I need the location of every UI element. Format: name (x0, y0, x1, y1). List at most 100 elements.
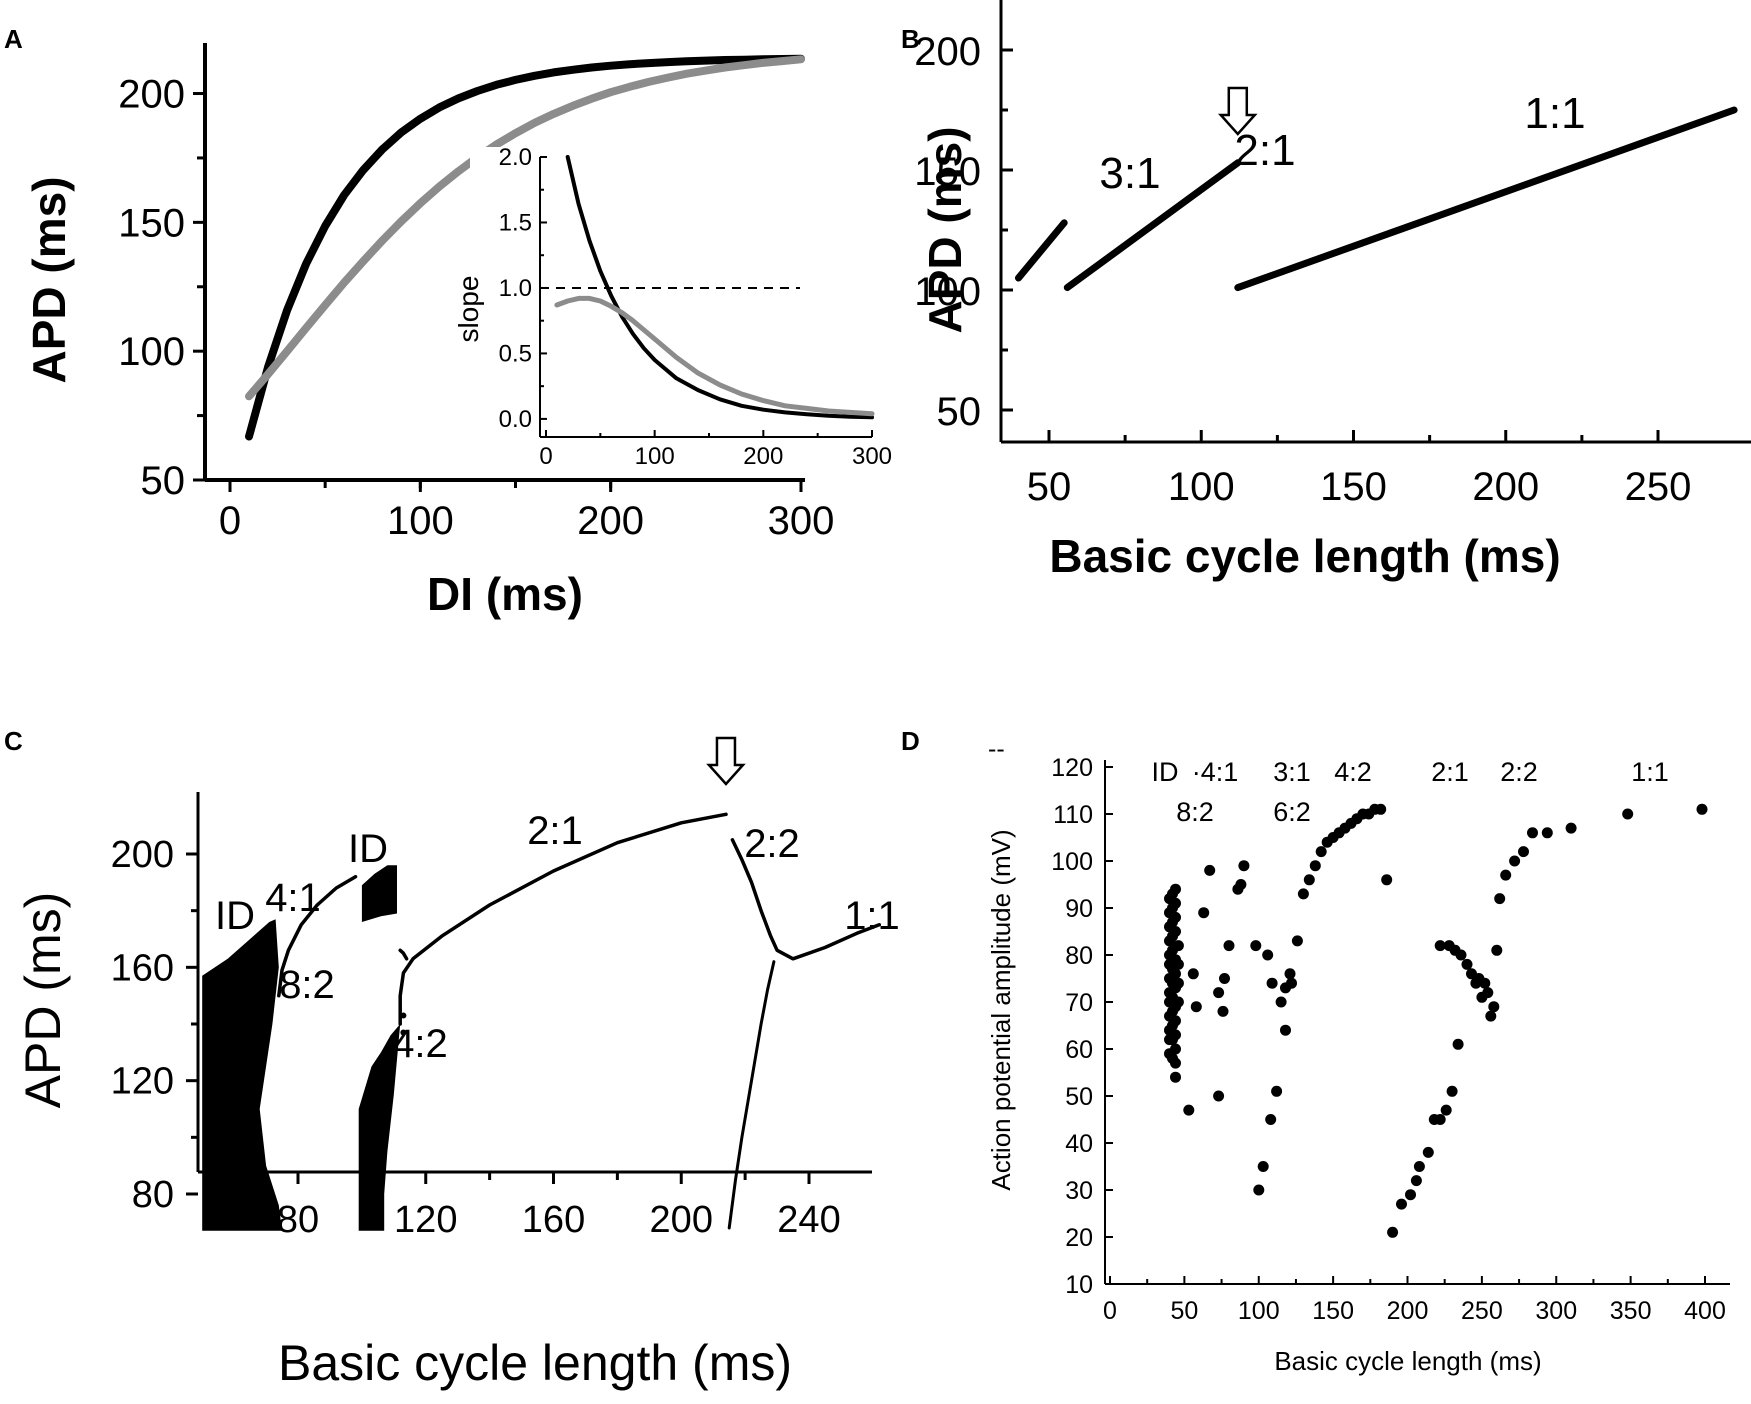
panel-d-label: D (901, 726, 920, 756)
data-point (1381, 874, 1393, 886)
inset-y-tick-label: 2.0 (499, 144, 532, 171)
data-point (1170, 968, 1181, 980)
apd-segment-1-1 (1234, 106, 1738, 292)
x-tick-label: 120 (394, 1199, 457, 1241)
slope-curve-black (565, 155, 874, 420)
x-tick-label: 100 (1238, 1297, 1280, 1325)
inset-y-tick-label: 0.0 (499, 406, 532, 433)
y-tick-label: 60 (1065, 1036, 1093, 1064)
data-point (1265, 1114, 1277, 1125)
data-point (1434, 1114, 1446, 1125)
y-tick-label: 100 (1051, 848, 1093, 876)
irregular-region-1 (202, 919, 282, 1231)
panel-c-chart: 80 120 160 200 240 80 120 160 200 Basic cycle len… (15, 736, 900, 1391)
y-axis-title: Action potential amplitude (mV) (986, 829, 1016, 1190)
rhythm-label: 2:1 (1234, 126, 1295, 175)
y-tick-label: 200 (111, 834, 174, 876)
y-axis-title: APD (ms) (15, 892, 71, 1109)
y-tick-label: 100 (118, 330, 185, 374)
data-point (1219, 973, 1230, 984)
x-tick-label: 300 (768, 499, 835, 543)
data-point (1253, 1184, 1265, 1196)
data-point (1622, 808, 1634, 820)
x-tick-label: 250 (1461, 1297, 1503, 1325)
branch-4-2-upper (398, 948, 409, 961)
apd-segment-3-1 (1015, 219, 1068, 282)
rhythm-label: 4:1 (265, 876, 321, 920)
data-point (1413, 1161, 1425, 1172)
y-tick-label: 50 (937, 390, 982, 434)
rhythm-label: 1:1 (844, 894, 900, 938)
data-point (1396, 1198, 1407, 1210)
data-point (1422, 1146, 1434, 1158)
x-tick-label: 200 (1387, 1297, 1429, 1325)
data-point (1696, 803, 1708, 815)
irregular-region-3 (361, 865, 397, 922)
y-tick-label: 160 (111, 947, 174, 989)
data-point (1491, 944, 1503, 956)
x-tick-label: 250 (1625, 465, 1692, 509)
rhythm-label: 1:1 (1524, 89, 1585, 138)
data-point (1170, 883, 1181, 895)
data-point (1213, 1090, 1225, 1102)
branch-dot (400, 1029, 407, 1036)
data-point (1286, 977, 1297, 989)
rhythm-label: 1:1 (1631, 757, 1669, 787)
rhythm-label: 4:2 (392, 1022, 448, 1066)
y-tick-label: 200 (914, 30, 981, 74)
data-point (1275, 996, 1287, 1008)
data-point (1170, 911, 1181, 923)
data-point (1172, 940, 1184, 952)
irregular-region-2 (358, 1024, 401, 1231)
y-tick-label: 110 (1053, 801, 1093, 829)
data-point (1235, 879, 1247, 890)
data-point (1170, 1071, 1181, 1083)
data-point (1217, 1005, 1229, 1017)
data-point (1204, 864, 1216, 876)
data-point (1170, 1015, 1181, 1027)
inset-y-tick-label: 0.5 (499, 340, 532, 367)
data-point (1280, 1024, 1291, 1036)
y-tick-label: 150 (914, 150, 981, 194)
y-tick-label: 10 (1065, 1271, 1093, 1299)
data-point (1494, 893, 1506, 905)
x-tick-label: 0 (1103, 1297, 1117, 1325)
x-axis-title: DI (ms) (427, 568, 583, 620)
data-point (1170, 1043, 1181, 1055)
data-point (1488, 1001, 1500, 1013)
stray-mark: -- (988, 735, 1005, 763)
data-point (1190, 1001, 1202, 1013)
inset-background (470, 147, 887, 472)
data-point (1410, 1175, 1422, 1187)
panel-b-label: B (901, 24, 920, 54)
data-point (1527, 827, 1538, 839)
data-point (1172, 996, 1184, 1008)
x-tick-label: 200 (1472, 465, 1539, 509)
panel-a-chart: 0 100 200 300 50 100 150 200 DI (ms) APD (ms) 0 100… (23, 43, 892, 620)
y-axis-title: APD (ms) (919, 126, 971, 333)
data-point (1405, 1189, 1416, 1201)
inset-y-tick-label: 1.0 (499, 275, 532, 302)
rhythm-label: 3:1 (1273, 757, 1311, 787)
data-point (1500, 869, 1512, 881)
inset-x-tick-label: 200 (743, 443, 783, 470)
branch-dot (400, 1012, 407, 1019)
data-point (1452, 1038, 1464, 1050)
inset-chart: 0 100 200 300 0.0 0.5 1.0 1.5 2.0 slope (453, 144, 892, 472)
x-tick-label: 0 (219, 499, 241, 543)
rhythm-label: ID (215, 894, 255, 938)
inset-x-tick-label: 0 (539, 443, 552, 470)
y-tick-label: 80 (1065, 942, 1093, 970)
data-point (1297, 888, 1309, 900)
y-tick-label: 120 (111, 1061, 174, 1103)
x-tick-label: 240 (777, 1199, 840, 1241)
data-point (1509, 855, 1521, 867)
data-point (1170, 1057, 1181, 1069)
rhythm-label: 3:1 (1099, 149, 1160, 198)
data-point (1198, 907, 1210, 919)
y-tick-label: 50 (1065, 1083, 1093, 1111)
data-point (1172, 958, 1184, 970)
rhythm-label: ID (348, 827, 388, 871)
data-point (1309, 860, 1321, 872)
data-point (1213, 987, 1225, 999)
